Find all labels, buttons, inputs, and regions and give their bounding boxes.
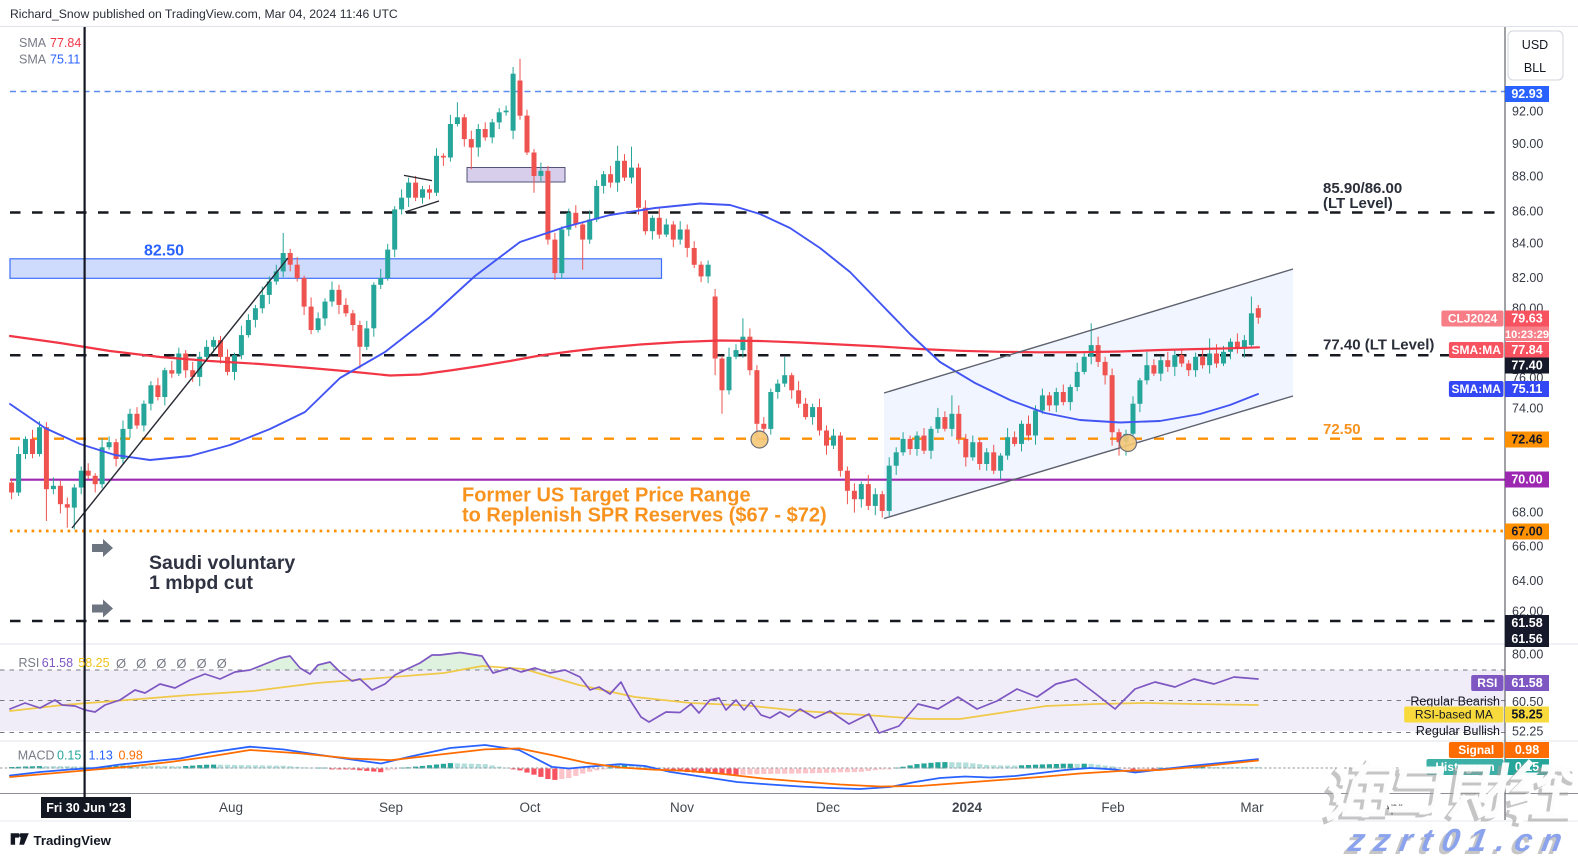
svg-text:72.46: 72.46 bbox=[1511, 433, 1542, 447]
svg-text:92.93: 92.93 bbox=[1511, 87, 1542, 101]
svg-text:61.56: 61.56 bbox=[1511, 632, 1542, 646]
svg-text:SMA: SMA bbox=[19, 36, 47, 50]
svg-text:74.00: 74.00 bbox=[1512, 401, 1543, 415]
svg-text:0.98: 0.98 bbox=[1515, 743, 1539, 757]
svg-text:Aug: Aug bbox=[219, 800, 243, 815]
svg-text:BLL: BLL bbox=[1524, 61, 1546, 75]
svg-text:(LT Level): (LT Level) bbox=[1323, 195, 1393, 212]
svg-text:RSI: RSI bbox=[19, 656, 40, 670]
svg-text:Dec: Dec bbox=[816, 800, 840, 815]
svg-text:67.00: 67.00 bbox=[1511, 525, 1542, 539]
svg-text:Oct: Oct bbox=[519, 800, 540, 815]
svg-text:77.84: 77.84 bbox=[1511, 343, 1542, 357]
svg-text:SMA:MA: SMA:MA bbox=[1452, 382, 1502, 396]
svg-text:86.00: 86.00 bbox=[1512, 204, 1543, 218]
svg-text:1.13: 1.13 bbox=[89, 749, 113, 763]
svg-text:58.25: 58.25 bbox=[1511, 708, 1542, 722]
svg-text:52.25: 52.25 bbox=[1512, 724, 1543, 738]
svg-text:RSI-based MA: RSI-based MA bbox=[1415, 708, 1493, 722]
svg-text:TradingView: TradingView bbox=[34, 833, 112, 848]
svg-text:Former US Target Price Range: Former US Target Price Range bbox=[462, 485, 751, 507]
svg-text:Feb: Feb bbox=[1101, 800, 1124, 815]
svg-text:MACD: MACD bbox=[18, 749, 55, 763]
svg-text:0.15: 0.15 bbox=[57, 749, 81, 763]
svg-text:85.90/86.00: 85.90/86.00 bbox=[1323, 180, 1402, 197]
svg-text:0.98: 0.98 bbox=[119, 749, 143, 763]
svg-text:62.00: 62.00 bbox=[1512, 604, 1543, 618]
svg-text:to Replenish SPR Reserves ($67: to Replenish SPR Reserves ($67 - $72) bbox=[462, 505, 827, 527]
svg-text:USD: USD bbox=[1522, 38, 1548, 52]
svg-text:64.00: 64.00 bbox=[1512, 574, 1543, 588]
svg-text:1 mbpd cut: 1 mbpd cut bbox=[149, 572, 254, 594]
svg-text:88.00: 88.00 bbox=[1512, 169, 1543, 183]
svg-text:zzrt01.cn: zzrt01.cn bbox=[1345, 822, 1575, 857]
svg-text:84.00: 84.00 bbox=[1512, 236, 1543, 250]
svg-text:77.40 (LT Level): 77.40 (LT Level) bbox=[1323, 337, 1434, 354]
svg-text:61.58: 61.58 bbox=[1511, 676, 1542, 690]
svg-text:Saudi voluntary: Saudi voluntary bbox=[149, 552, 295, 574]
svg-text:Regular Bullish: Regular Bullish bbox=[1416, 724, 1500, 738]
svg-text:72.50: 72.50 bbox=[1323, 421, 1361, 438]
svg-text:Regular Bearish: Regular Bearish bbox=[1410, 695, 1500, 709]
svg-text:Ø Ø Ø Ø Ø Ø: Ø Ø Ø Ø Ø Ø bbox=[116, 656, 230, 671]
svg-text:70.00: 70.00 bbox=[1511, 473, 1542, 487]
svg-text:Richard_Snow published on Trad: Richard_Snow published on TradingView.co… bbox=[10, 7, 398, 21]
svg-text:zzrt01.cn: zzrt01.cn bbox=[1341, 825, 1571, 857]
svg-text:Signal: Signal bbox=[1458, 743, 1494, 757]
svg-text:RSI: RSI bbox=[1477, 676, 1497, 690]
svg-text:68.00: 68.00 bbox=[1512, 505, 1543, 519]
svg-text:61.58: 61.58 bbox=[42, 656, 73, 670]
svg-text:77.84: 77.84 bbox=[50, 36, 81, 50]
svg-text:Sep: Sep bbox=[379, 800, 403, 815]
svg-text:58.25: 58.25 bbox=[78, 656, 109, 670]
svg-text:82.00: 82.00 bbox=[1512, 271, 1543, 285]
svg-text:Nov: Nov bbox=[670, 800, 694, 815]
svg-text:92.00: 92.00 bbox=[1512, 104, 1543, 118]
svg-text:SMA:MA: SMA:MA bbox=[1452, 343, 1502, 357]
svg-text:SMA: SMA bbox=[19, 53, 47, 67]
svg-text:77.40: 77.40 bbox=[1511, 359, 1542, 373]
svg-text:61.58: 61.58 bbox=[1511, 616, 1542, 630]
svg-text:2024: 2024 bbox=[952, 800, 983, 815]
svg-text:82.50: 82.50 bbox=[144, 243, 184, 260]
svg-text:60.50: 60.50 bbox=[1512, 695, 1543, 709]
svg-text:75.11: 75.11 bbox=[1512, 382, 1543, 396]
svg-text:90.00: 90.00 bbox=[1512, 137, 1543, 151]
svg-text:10:23:29: 10:23:29 bbox=[1505, 329, 1549, 341]
svg-text:66.00: 66.00 bbox=[1512, 539, 1543, 553]
svg-text:79.63: 79.63 bbox=[1511, 312, 1542, 326]
svg-text:75.11: 75.11 bbox=[50, 53, 80, 67]
svg-text:CLJ2024: CLJ2024 bbox=[1448, 312, 1498, 326]
svg-text:Fri 30 Jun '23: Fri 30 Jun '23 bbox=[46, 801, 125, 815]
svg-text:80.00: 80.00 bbox=[1512, 647, 1543, 661]
svg-text:Mar: Mar bbox=[1240, 800, 1264, 815]
